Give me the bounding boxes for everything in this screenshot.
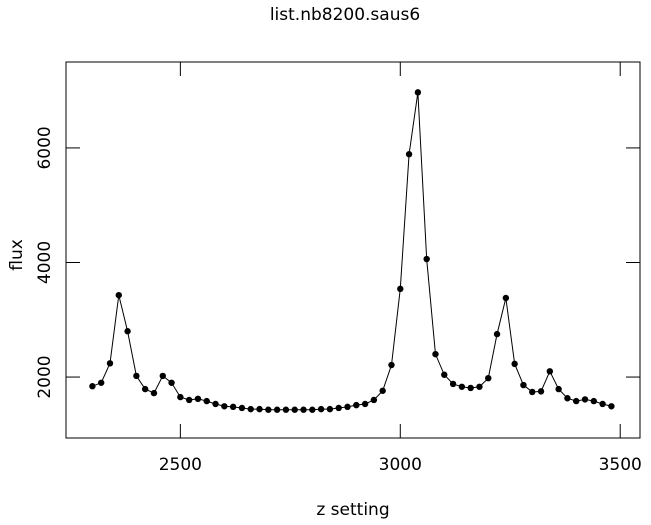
data-point bbox=[247, 405, 254, 413]
data-point bbox=[221, 403, 228, 410]
x-axis-label: z setting bbox=[316, 500, 389, 520]
data-point bbox=[449, 380, 457, 388]
data-point bbox=[379, 387, 386, 394]
data-point bbox=[397, 285, 404, 293]
chart-title: list.nb8200.saus6 bbox=[270, 5, 420, 25]
data-point bbox=[361, 400, 369, 408]
data-point bbox=[537, 388, 545, 395]
data-point bbox=[106, 360, 114, 367]
data-point bbox=[124, 328, 131, 335]
data-point bbox=[229, 403, 237, 411]
data-point bbox=[159, 372, 166, 380]
data-point bbox=[238, 404, 246, 412]
data-point bbox=[265, 406, 272, 413]
data-point bbox=[502, 294, 510, 302]
data-point bbox=[256, 405, 263, 413]
data-point bbox=[405, 151, 413, 158]
data-point bbox=[185, 396, 193, 404]
data-point bbox=[590, 397, 598, 405]
data-point bbox=[115, 291, 122, 299]
data-point bbox=[467, 384, 474, 392]
data-point bbox=[599, 400, 606, 408]
data-line bbox=[92, 92, 612, 411]
data-point bbox=[326, 405, 334, 413]
plot-frame bbox=[65, 61, 641, 439]
data-point bbox=[291, 406, 298, 413]
data-point bbox=[370, 396, 378, 404]
data-point bbox=[441, 371, 448, 378]
data-point bbox=[309, 406, 316, 413]
data-point bbox=[203, 397, 210, 405]
data-point bbox=[317, 405, 325, 413]
data-point bbox=[529, 388, 536, 396]
data-point bbox=[573, 397, 580, 405]
x-tick-label: 3500 bbox=[599, 455, 642, 475]
data-point bbox=[546, 368, 554, 375]
data-point bbox=[353, 401, 360, 409]
data-point bbox=[273, 406, 281, 413]
data-point bbox=[485, 374, 492, 382]
data-point bbox=[414, 89, 422, 96]
data-point bbox=[133, 372, 140, 380]
data-point bbox=[89, 383, 96, 390]
data-point bbox=[608, 403, 615, 410]
data-point bbox=[476, 383, 483, 390]
data-point bbox=[511, 360, 518, 368]
data-point bbox=[388, 361, 395, 369]
data-point bbox=[493, 330, 501, 338]
data-point bbox=[520, 381, 527, 389]
data-point bbox=[344, 403, 351, 411]
x-tick-label: 3000 bbox=[379, 455, 422, 475]
data-point bbox=[97, 379, 105, 386]
data-point bbox=[177, 393, 184, 401]
y-tick-label: 2000 bbox=[35, 355, 55, 398]
data-point bbox=[168, 379, 175, 386]
data-point bbox=[564, 395, 571, 402]
y-tick-label: 4000 bbox=[35, 241, 55, 284]
data-point bbox=[141, 385, 149, 393]
data-point bbox=[581, 396, 589, 403]
data-point bbox=[282, 406, 290, 413]
data-point bbox=[300, 406, 307, 413]
data-point bbox=[423, 255, 430, 263]
data-point bbox=[555, 385, 562, 393]
data-point bbox=[458, 383, 466, 390]
data-point bbox=[212, 400, 219, 408]
data-point bbox=[432, 350, 439, 358]
y-axis-label: flux bbox=[7, 239, 27, 271]
data-point bbox=[150, 389, 158, 397]
data-point bbox=[194, 395, 202, 403]
y-tick-label: 6000 bbox=[35, 126, 55, 169]
x-tick-label: 2500 bbox=[159, 455, 202, 475]
data-point bbox=[335, 404, 342, 412]
